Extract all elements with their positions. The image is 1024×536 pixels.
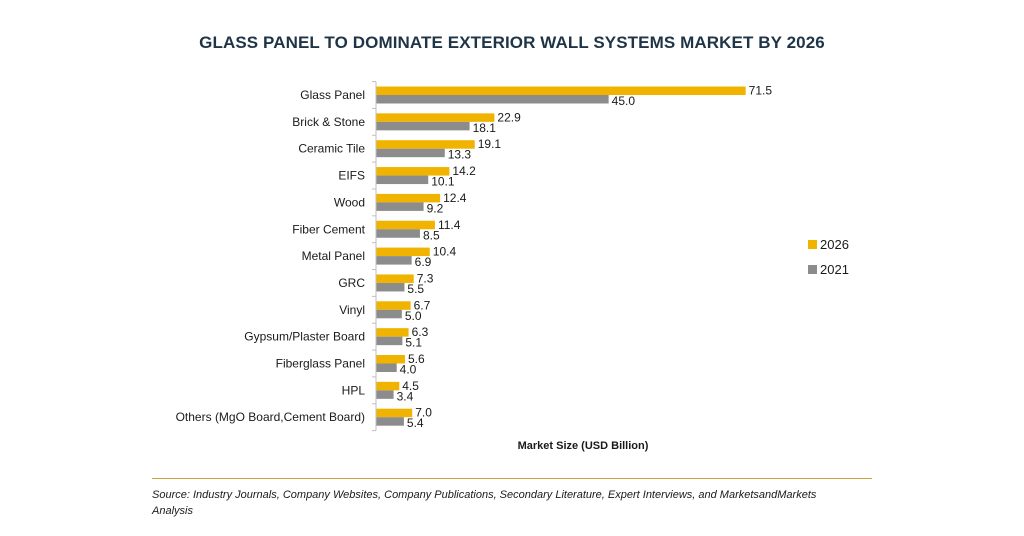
value-label-2026: 10.4 <box>433 245 457 259</box>
value-label-2021: 3.4 <box>397 389 414 403</box>
bar-2026 <box>376 113 495 122</box>
source-note: Source: Industry Journals, Company Websi… <box>152 489 817 517</box>
bar-2026 <box>376 167 450 176</box>
bar-2026 <box>376 355 405 364</box>
category-label: Metal Panel <box>302 249 365 263</box>
bar-2026 <box>376 301 411 310</box>
value-label-2026: 11.4 <box>438 218 461 232</box>
value-label-2026: 71.5 <box>749 84 773 98</box>
bar-2026 <box>376 86 746 95</box>
category-label: Fiber Cement <box>292 222 365 236</box>
value-label-2021: 9.2 <box>427 201 444 215</box>
legend-label-2021: 2021 <box>820 262 849 277</box>
value-label-2026: 6.7 <box>414 298 431 312</box>
value-label-2021: 13.3 <box>448 148 472 162</box>
value-label-2021: 8.5 <box>423 228 440 242</box>
labels-layer: Glass Panel 71.5 45.0 Brick & Stone 22.918.1… <box>176 84 773 431</box>
bar-2021 <box>376 363 397 372</box>
legend: 2026 2021 <box>808 237 849 277</box>
value-label-2021: 18.1 <box>473 121 497 135</box>
value-label-2021: 5.1 <box>405 336 422 350</box>
value-label-2021: 4.0 <box>400 363 417 377</box>
category-label: Brick & Stone <box>292 115 365 129</box>
legend-swatch-2026 <box>808 240 817 249</box>
category-label: Glass Panel <box>300 88 365 102</box>
bar-2026 <box>376 408 413 418</box>
bar-2021 <box>376 390 394 399</box>
value-label-2026: 22.9 <box>497 110 521 124</box>
value-label-2021: 45.0 <box>612 94 636 108</box>
category-label: Wood <box>334 195 365 209</box>
category-label: GRC <box>338 276 365 290</box>
bar-2026 <box>376 328 409 337</box>
bar-2026 <box>376 274 414 283</box>
value-label-2026: 7.3 <box>417 271 434 285</box>
value-label-2021: 5.5 <box>407 282 424 296</box>
value-label-2021: 5.0 <box>405 309 422 323</box>
value-label-2026: 14.2 <box>452 164 476 178</box>
value-label-2026: 6.3 <box>412 325 429 339</box>
bar-2021 <box>376 256 412 265</box>
bar-2021 <box>376 336 403 346</box>
bar-2026 <box>376 140 475 149</box>
bar-2026 <box>376 247 430 257</box>
value-label-2021: 10.1 <box>431 175 455 189</box>
value-label-2026: 19.1 <box>478 137 502 151</box>
bars-layer <box>376 86 746 426</box>
category-label: Vinyl <box>339 303 365 317</box>
category-label: EIFS <box>338 169 365 183</box>
x-axis-label: Market Size (USD Billion) <box>518 440 649 452</box>
category-label: Gypsum/Plaster Board <box>244 330 365 344</box>
bar-2026 <box>376 381 400 391</box>
value-label-2021: 5.4 <box>407 416 424 430</box>
value-label-2021: 6.9 <box>415 255 432 269</box>
bar-2026 <box>376 220 435 230</box>
value-label-2026: 7.0 <box>415 406 432 420</box>
bar-2021 <box>376 95 609 104</box>
value-label-2026: 12.4 <box>443 191 467 205</box>
bar-2021 <box>376 202 424 211</box>
bar-2021 <box>376 229 420 238</box>
bar-2021 <box>376 309 402 319</box>
y-axis-ticks <box>372 81 376 432</box>
footer-divider <box>152 478 872 479</box>
bar-2021 <box>376 282 405 292</box>
category-label: HPL <box>342 383 366 397</box>
legend-swatch-2021 <box>808 265 817 274</box>
bar-2021 <box>376 175 429 185</box>
bar-2021 <box>376 417 404 426</box>
value-label-2026: 5.6 <box>408 352 425 366</box>
category-label: Ceramic Tile <box>298 142 365 156</box>
value-label-2026: 4.5 <box>402 379 419 393</box>
chart-title: GLASS PANEL TO DOMINATE EXTERIOR WALL SY… <box>199 33 825 52</box>
category-label: Fiberglass Panel <box>276 357 365 371</box>
bar-2026 <box>376 193 441 203</box>
bar-2021 <box>376 148 445 158</box>
legend-label-2026: 2026 <box>820 237 849 252</box>
bar-2021 <box>376 121 470 131</box>
category-label: Others (MgO Board,Cement Board) <box>176 410 365 424</box>
